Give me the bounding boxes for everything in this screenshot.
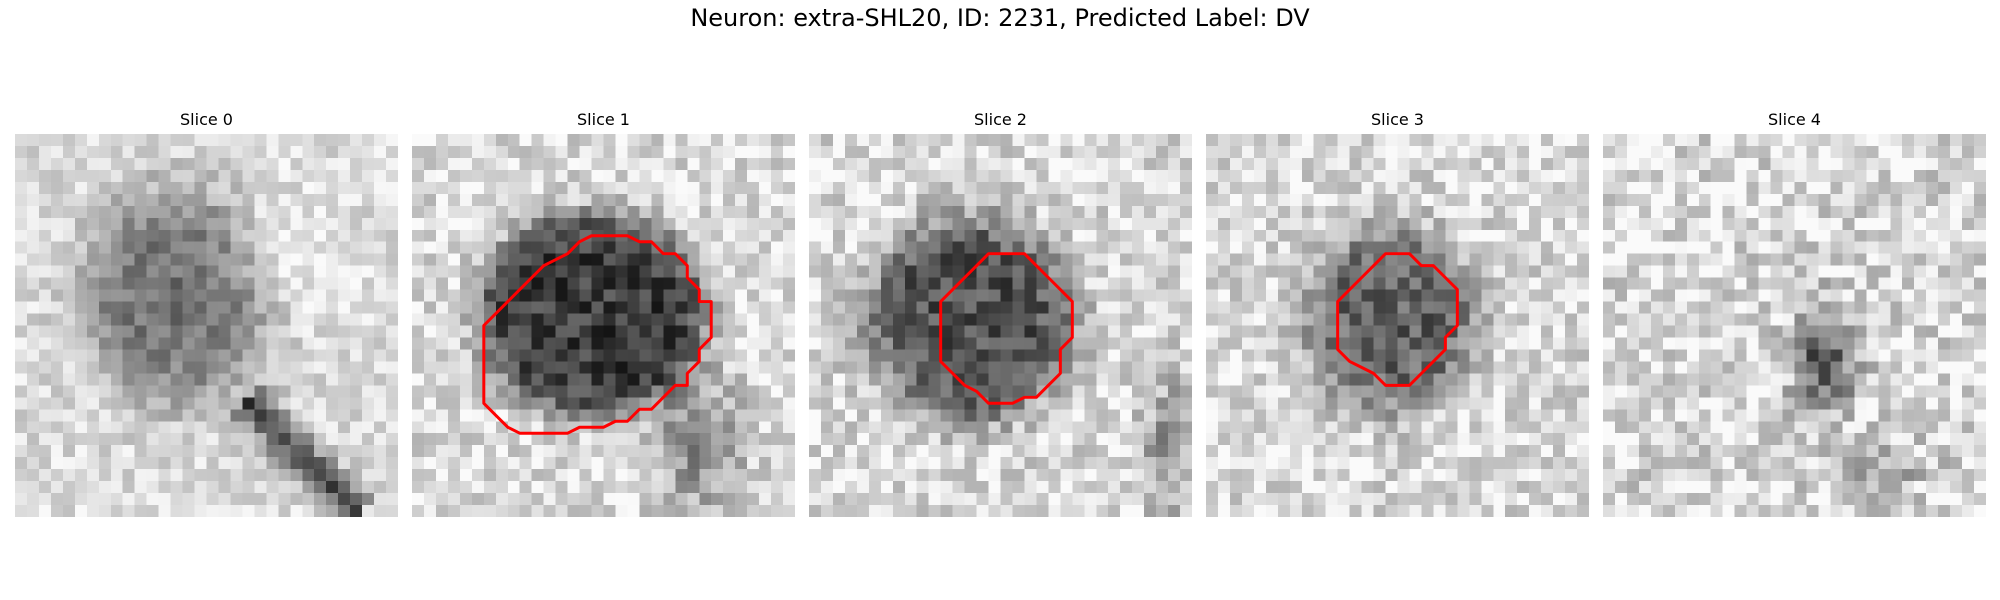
segmentation-contour bbox=[1336, 252, 1459, 387]
slice-panel-3: Slice 3 bbox=[1206, 109, 1589, 517]
pixel-grid bbox=[412, 134, 795, 517]
pixel-grid bbox=[15, 134, 398, 517]
pixel-grid bbox=[1603, 134, 1986, 517]
segmentation-contour bbox=[482, 234, 713, 435]
slice-title: Slice 2 bbox=[974, 110, 1027, 129]
figure-title: Neuron: extra-SHL20, ID: 2231, Predicted… bbox=[690, 4, 1310, 32]
slice-title: Slice 4 bbox=[1768, 110, 1821, 129]
slice-panel-2: Slice 2 bbox=[809, 109, 1192, 517]
slice-image bbox=[412, 134, 795, 517]
slice-image bbox=[1603, 134, 1986, 517]
segmentation-contour bbox=[939, 252, 1074, 405]
pixel-grid bbox=[809, 134, 1192, 517]
slice-title: Slice 0 bbox=[180, 110, 233, 129]
slice-title: Slice 1 bbox=[577, 110, 630, 129]
slice-panel-4: Slice 4 bbox=[1603, 109, 1986, 517]
slice-image bbox=[1206, 134, 1589, 517]
pixel-grid bbox=[1206, 134, 1589, 517]
slice-panel-0: Slice 0 bbox=[15, 109, 398, 517]
slice-panel-1: Slice 1 bbox=[412, 109, 795, 517]
slice-image bbox=[809, 134, 1192, 517]
slice-title: Slice 3 bbox=[1371, 110, 1424, 129]
slice-image bbox=[15, 134, 398, 517]
